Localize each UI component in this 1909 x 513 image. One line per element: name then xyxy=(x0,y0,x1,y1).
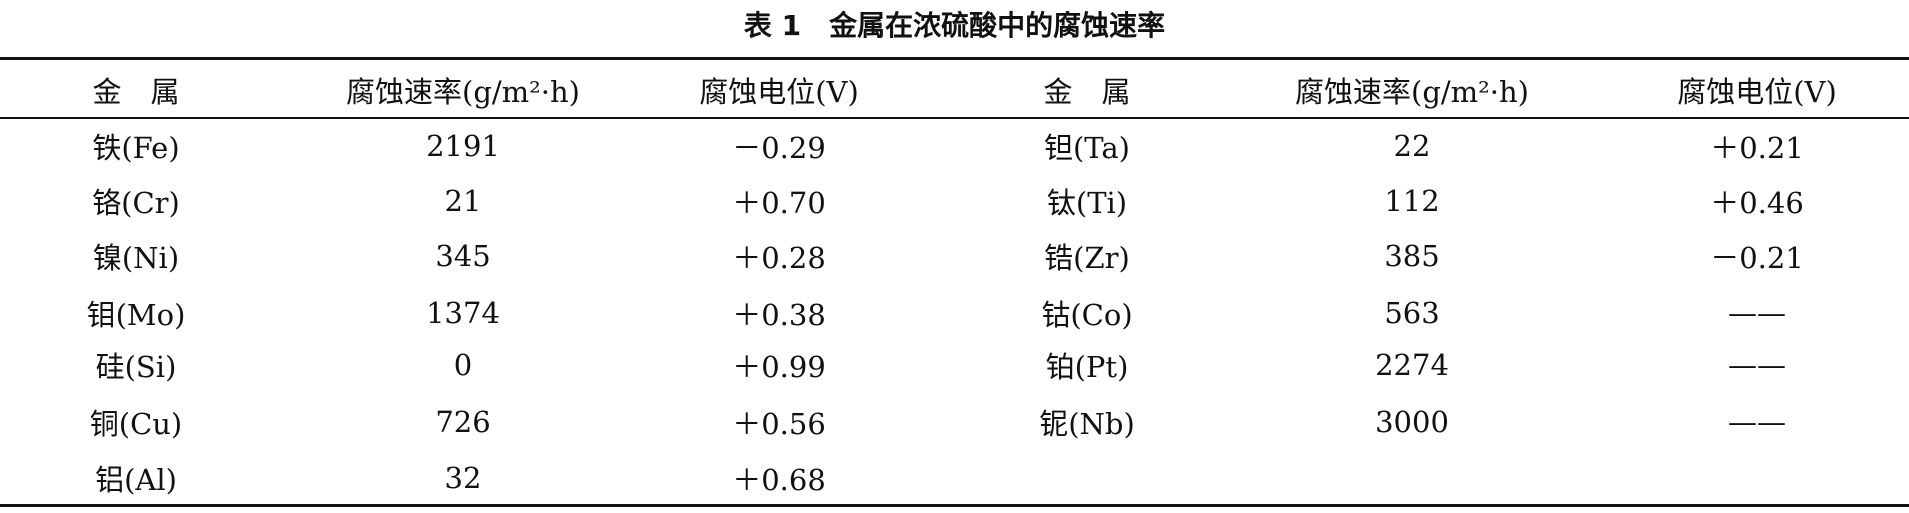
table-cell: 3000 xyxy=(1375,405,1449,439)
table-cell: 铝(Al) xyxy=(95,463,177,497)
table-cell: 32 xyxy=(444,461,482,495)
table-cell: 铜(Cu) xyxy=(89,407,183,441)
table-cell: —— xyxy=(1728,296,1786,330)
table-cell: ＋0.38 xyxy=(732,298,826,332)
table-cell: 726 xyxy=(435,405,491,439)
table-cell: 铁(Fe) xyxy=(92,131,180,165)
table-cell: 锆(Zr) xyxy=(1044,241,1130,275)
table-cell: －0.29 xyxy=(732,131,826,165)
header-cell: 腐蚀速率(g/m²·h) xyxy=(1295,75,1529,109)
header-cell: 腐蚀电位(V) xyxy=(699,75,859,109)
table-cell: —— xyxy=(1728,405,1786,439)
header-rule xyxy=(0,117,1909,119)
table-cell: 112 xyxy=(1384,184,1440,218)
table-cell: 钛(Ti) xyxy=(1046,186,1128,220)
table-title: 表 1 金属在浓硫酸中的腐蚀速率 xyxy=(743,9,1166,42)
table-cell: ＋0.70 xyxy=(732,186,826,220)
table-cell: ＋0.21 xyxy=(1710,131,1804,165)
table-cell: 铌(Nb) xyxy=(1039,407,1135,441)
table-cell: 钽(Ta) xyxy=(1043,131,1131,165)
table-cell: 345 xyxy=(435,239,491,273)
top-rule xyxy=(0,57,1909,60)
bottom-rule xyxy=(0,504,1909,507)
table-cell: ＋0.99 xyxy=(732,350,826,384)
table-cell: ＋0.28 xyxy=(732,241,826,275)
header-cell: 金 属 xyxy=(1043,75,1131,109)
table-cell: 21 xyxy=(444,184,482,218)
table-cell: 2191 xyxy=(426,129,500,163)
table-cell: 2274 xyxy=(1375,348,1449,382)
header-cell: 金 属 xyxy=(92,75,180,109)
table-cell: ＋0.68 xyxy=(732,463,826,497)
table-cell: 22 xyxy=(1393,129,1431,163)
table-cell: —— xyxy=(1728,348,1786,382)
table-cell: －0.21 xyxy=(1710,241,1804,275)
table-cell: 镍(Ni) xyxy=(92,241,180,275)
table-cell: 铂(Pt) xyxy=(1045,350,1129,384)
table-cell: 0 xyxy=(453,348,473,382)
table-cell: 1374 xyxy=(426,296,500,330)
header-cell: 腐蚀速率(g/m²·h) xyxy=(346,75,580,109)
table-cell: 铬(Cr) xyxy=(92,186,180,220)
table-cell: ＋0.46 xyxy=(1710,186,1804,220)
table-cell: 钴(Co) xyxy=(1041,298,1133,332)
table-cell: 硅(Si) xyxy=(95,350,177,384)
table-cell: 563 xyxy=(1384,296,1440,330)
table-cell: 385 xyxy=(1384,239,1440,273)
table-cell: ＋0.56 xyxy=(732,407,826,441)
header-cell: 腐蚀电位(V) xyxy=(1677,75,1837,109)
table-cell: 钼(Mo) xyxy=(86,298,186,332)
